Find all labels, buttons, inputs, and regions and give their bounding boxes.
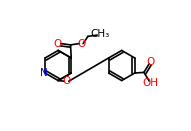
Text: O: O xyxy=(146,57,155,67)
Text: O: O xyxy=(54,39,62,49)
Text: O: O xyxy=(63,76,71,86)
Text: N: N xyxy=(40,68,47,78)
Text: OH: OH xyxy=(143,78,159,88)
Text: CH₃: CH₃ xyxy=(91,29,110,39)
Text: O: O xyxy=(77,39,86,49)
